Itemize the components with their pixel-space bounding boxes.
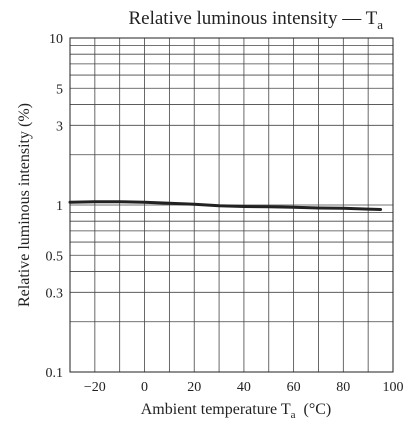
y-tick-labels: 0.1 0.3 0.5 1 3 5 10 xyxy=(46,32,64,381)
y-axis-label: Relative luminous intensity (%) xyxy=(16,103,33,307)
y-tick-label: 10 xyxy=(49,32,63,47)
x-tick-label: 0 xyxy=(141,380,148,395)
x-tick-label: 20 xyxy=(187,380,201,395)
x-axis-label: Ambient temperature Ta (°C) xyxy=(141,401,332,421)
x-tick-labels: −20 0 20 40 60 80 100 xyxy=(84,380,404,395)
chart-title: Relative luminous intensity — Ta xyxy=(128,8,383,32)
x-tick-label: −20 xyxy=(84,380,106,395)
x-tick-label: 80 xyxy=(336,380,350,395)
x-tick-label: 60 xyxy=(287,380,301,395)
y-tick-label: 5 xyxy=(56,82,63,97)
plot-frame xyxy=(69,37,394,373)
x-tick-label: 40 xyxy=(237,380,251,395)
x-tick-label: 100 xyxy=(383,380,404,395)
y-tick-label: 0.5 xyxy=(46,249,64,264)
series-line-1 xyxy=(68,200,383,211)
series-group xyxy=(68,200,383,211)
grid xyxy=(70,38,393,372)
y-tick-label: 0.1 xyxy=(46,366,64,381)
y-tick-label: 1 xyxy=(56,199,63,214)
y-tick-label: 3 xyxy=(56,119,63,134)
y-tick-label: 0.3 xyxy=(46,286,64,301)
